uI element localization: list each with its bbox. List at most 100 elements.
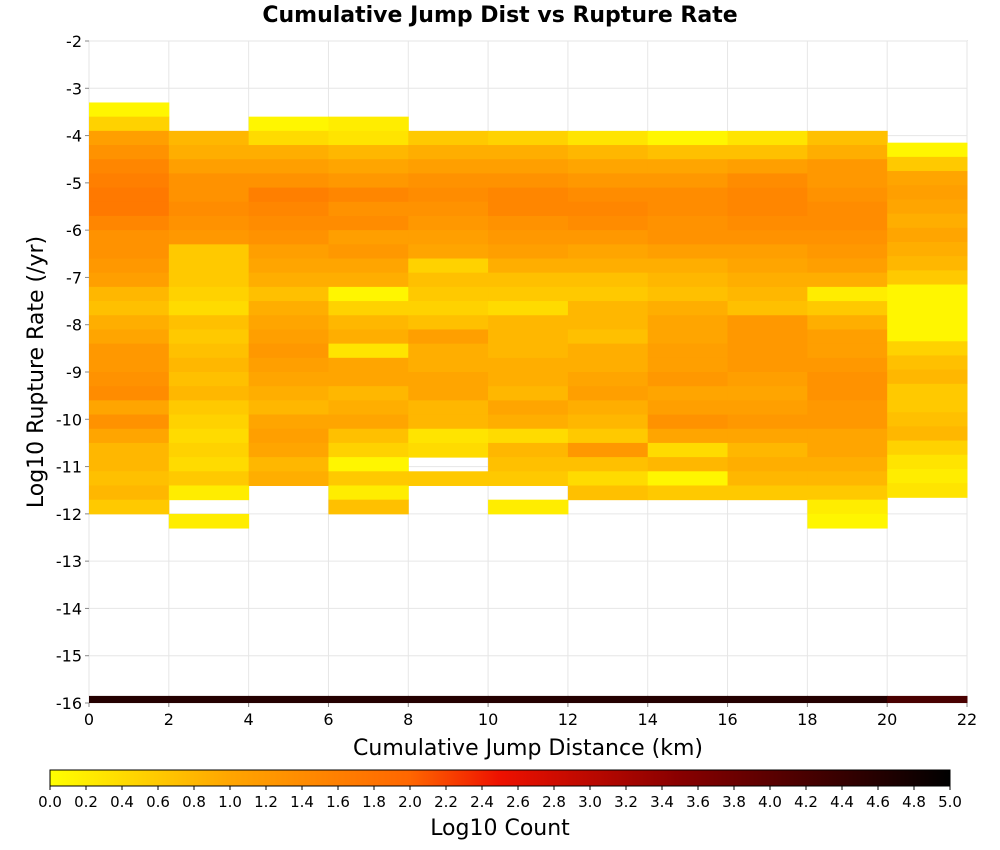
x-tick-label: 4 bbox=[244, 710, 254, 729]
heatmap-cell bbox=[328, 258, 409, 274]
heatmap-cell bbox=[248, 230, 329, 245]
colorbar-tick-label: 2.0 bbox=[398, 793, 422, 811]
heatmap-cell bbox=[567, 145, 649, 160]
heatmap-cell bbox=[887, 284, 968, 300]
heatmap-cell bbox=[328, 442, 409, 458]
heatmap-cell bbox=[488, 343, 569, 359]
y-tick-label: -14 bbox=[56, 599, 82, 618]
heatmap-cell bbox=[248, 442, 329, 458]
heatmap-cell bbox=[567, 357, 649, 373]
heatmap-cell bbox=[807, 315, 888, 330]
colorbar-tick-label: 3.8 bbox=[722, 793, 746, 811]
heatmap-cell bbox=[488, 187, 569, 203]
heatmap-cell bbox=[248, 272, 329, 288]
colorbar-tick-label: 0.2 bbox=[74, 793, 98, 811]
heatmap-cell bbox=[89, 130, 170, 146]
heatmap-cell bbox=[89, 372, 170, 387]
heatmap-cell bbox=[488, 145, 569, 160]
heatmap-cell bbox=[89, 215, 170, 231]
heatmap-cell bbox=[168, 386, 250, 401]
heatmap-cell bbox=[408, 230, 489, 245]
heatmap-cell bbox=[248, 116, 329, 132]
heatmap-cell bbox=[248, 428, 329, 444]
heatmap-cell bbox=[807, 386, 888, 401]
heatmap-cell bbox=[328, 272, 409, 288]
heatmap-cell bbox=[89, 471, 170, 486]
heatmap-cell bbox=[328, 343, 409, 359]
heatmap-cell bbox=[887, 454, 968, 470]
heatmap-cell bbox=[567, 457, 649, 472]
y-tick-label: -7 bbox=[66, 268, 82, 287]
heatmap-cell bbox=[887, 185, 968, 200]
heatmap-cell bbox=[248, 400, 329, 416]
heatmap-cells bbox=[89, 102, 968, 703]
heatmap-cell bbox=[328, 130, 409, 146]
heatmap-cell bbox=[408, 329, 489, 345]
heatmap-cell bbox=[488, 159, 569, 174]
heatmap-cell bbox=[89, 187, 170, 203]
heatmap-cell bbox=[408, 244, 489, 260]
y-axis-ticks: -2 -3 -4 -5 -6 -7 -8 -9 -10 -11 -12 -13 -14 -15 -16 bbox=[56, 32, 89, 713]
heatmap-cell bbox=[647, 130, 729, 146]
heatmap-cell bbox=[89, 315, 170, 330]
heatmap-cell bbox=[168, 258, 250, 274]
heatmap-cell bbox=[408, 286, 489, 302]
heatmap-cell bbox=[248, 301, 329, 316]
heatmap-cell bbox=[408, 258, 489, 274]
heatmap-cell bbox=[727, 286, 808, 302]
heatmap-cell bbox=[248, 457, 329, 472]
heatmap-cell bbox=[408, 201, 489, 217]
heatmap-cell bbox=[727, 357, 808, 373]
colorbar-tick-label: 1.6 bbox=[326, 793, 350, 811]
heatmap-cell bbox=[727, 215, 808, 231]
heatmap-cell bbox=[727, 315, 808, 330]
heatmap-cell bbox=[807, 414, 888, 430]
heatmap-cell bbox=[807, 286, 888, 302]
heatmap-cell bbox=[168, 173, 250, 189]
heatmap-cell bbox=[328, 230, 409, 245]
heatmap-cell bbox=[647, 187, 729, 203]
heatmap-cell bbox=[488, 695, 569, 703]
colorbar bbox=[49, 769, 951, 787]
heatmap-cell bbox=[807, 187, 888, 203]
colorbar-tick-label: 2.4 bbox=[470, 793, 494, 811]
heatmap-cell bbox=[168, 301, 250, 316]
heatmap-cell bbox=[328, 301, 409, 316]
heatmap-cell bbox=[89, 485, 170, 501]
heatmap-cell bbox=[168, 187, 250, 203]
heatmap-cell bbox=[807, 485, 888, 501]
heatmap-cell bbox=[727, 159, 808, 174]
heatmap-cell bbox=[408, 471, 489, 486]
heatmap-cell bbox=[328, 485, 409, 501]
heatmap-cell bbox=[248, 244, 329, 260]
x-axis-label: Cumulative Jump Distance (km) bbox=[353, 736, 703, 761]
heatmap-cell bbox=[168, 513, 250, 529]
heatmap-cell bbox=[727, 485, 808, 501]
heatmap-cell bbox=[168, 343, 250, 359]
heatmap-cell bbox=[488, 414, 569, 430]
heatmap-cell bbox=[248, 201, 329, 217]
y-tick-label: -3 bbox=[66, 79, 82, 98]
heatmap-cell bbox=[567, 130, 649, 146]
heatmap-cell bbox=[488, 258, 569, 274]
heatmap-cell bbox=[89, 201, 170, 217]
heatmap-cell bbox=[887, 171, 968, 186]
heatmap-cell bbox=[248, 315, 329, 330]
heatmap-cell bbox=[567, 428, 649, 444]
heatmap-cell bbox=[887, 355, 968, 371]
colorbar-tick-label: 2.2 bbox=[434, 793, 458, 811]
heatmap-cell bbox=[567, 201, 649, 217]
heatmap-cell bbox=[248, 343, 329, 359]
heatmap-cell bbox=[328, 695, 409, 703]
heatmap-cell bbox=[807, 244, 888, 260]
heatmap-cell bbox=[168, 457, 250, 472]
heatmap-cell bbox=[168, 442, 250, 458]
heatmap-cell bbox=[248, 414, 329, 430]
heatmap-cell bbox=[567, 414, 649, 430]
heatmap-cell bbox=[408, 145, 489, 160]
colorbar-tick-label: 0.6 bbox=[146, 793, 170, 811]
y-tick-label: -5 bbox=[66, 174, 82, 193]
heatmap-cell bbox=[807, 513, 888, 529]
heatmap-cell bbox=[647, 258, 729, 274]
heatmap-cell bbox=[727, 201, 808, 217]
